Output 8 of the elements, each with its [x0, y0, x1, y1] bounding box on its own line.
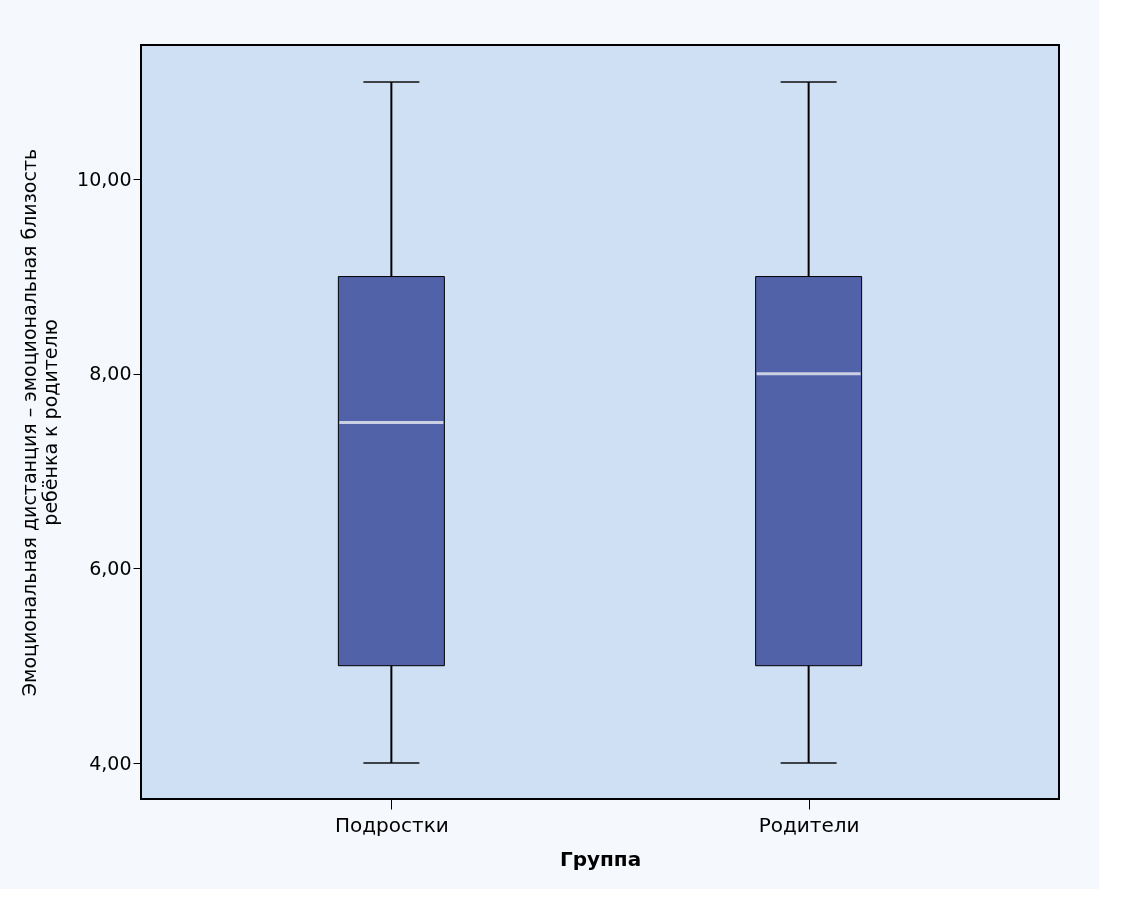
x-tick-label: Родители — [758, 812, 860, 837]
y-tick-label: 6,00 — [89, 556, 132, 579]
y-tick-label: 4,00 — [89, 751, 132, 774]
x-axis-title: Группа — [559, 846, 642, 871]
x-tick-label: Подростки — [334, 812, 449, 837]
y-axis-title: Эмоциональная дистанция – эмоциональная близость ребёнка к родителю — [18, 148, 62, 697]
y-tick-label: 10,00 — [77, 167, 132, 190]
y-tick-label: 8,00 — [89, 362, 132, 385]
